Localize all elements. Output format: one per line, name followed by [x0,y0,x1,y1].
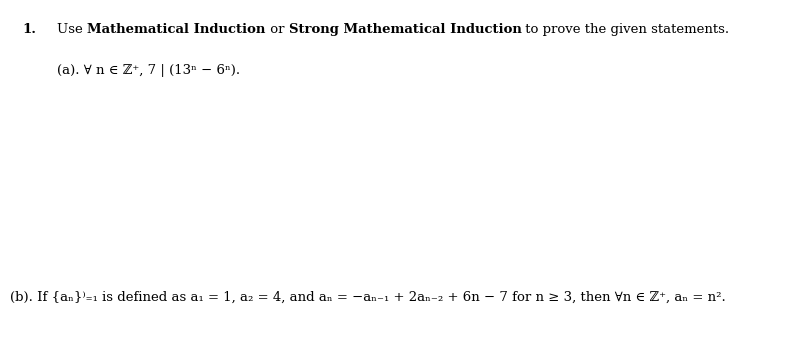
Text: Use: Use [57,23,88,36]
Text: to prove the given statements.: to prove the given statements. [521,23,729,36]
Text: (b). If {aₙ}⁾₌₁ is defined as a₁ = 1, a₂ = 4, and aₙ = −aₙ₋₁ + 2aₙ₋₂ + 6n − 7 fo: (b). If {aₙ}⁾₌₁ is defined as a₁ = 1, a₂… [10,291,726,304]
Text: Strong Mathematical Induction: Strong Mathematical Induction [289,23,521,36]
Text: 1.: 1. [22,23,37,36]
Text: or: or [265,23,289,36]
Text: (a). ∀ n ∈ ℤ⁺, 7 | (13ⁿ − 6ⁿ).: (a). ∀ n ∈ ℤ⁺, 7 | (13ⁿ − 6ⁿ). [57,64,241,77]
Text: Mathematical Induction: Mathematical Induction [88,23,265,36]
